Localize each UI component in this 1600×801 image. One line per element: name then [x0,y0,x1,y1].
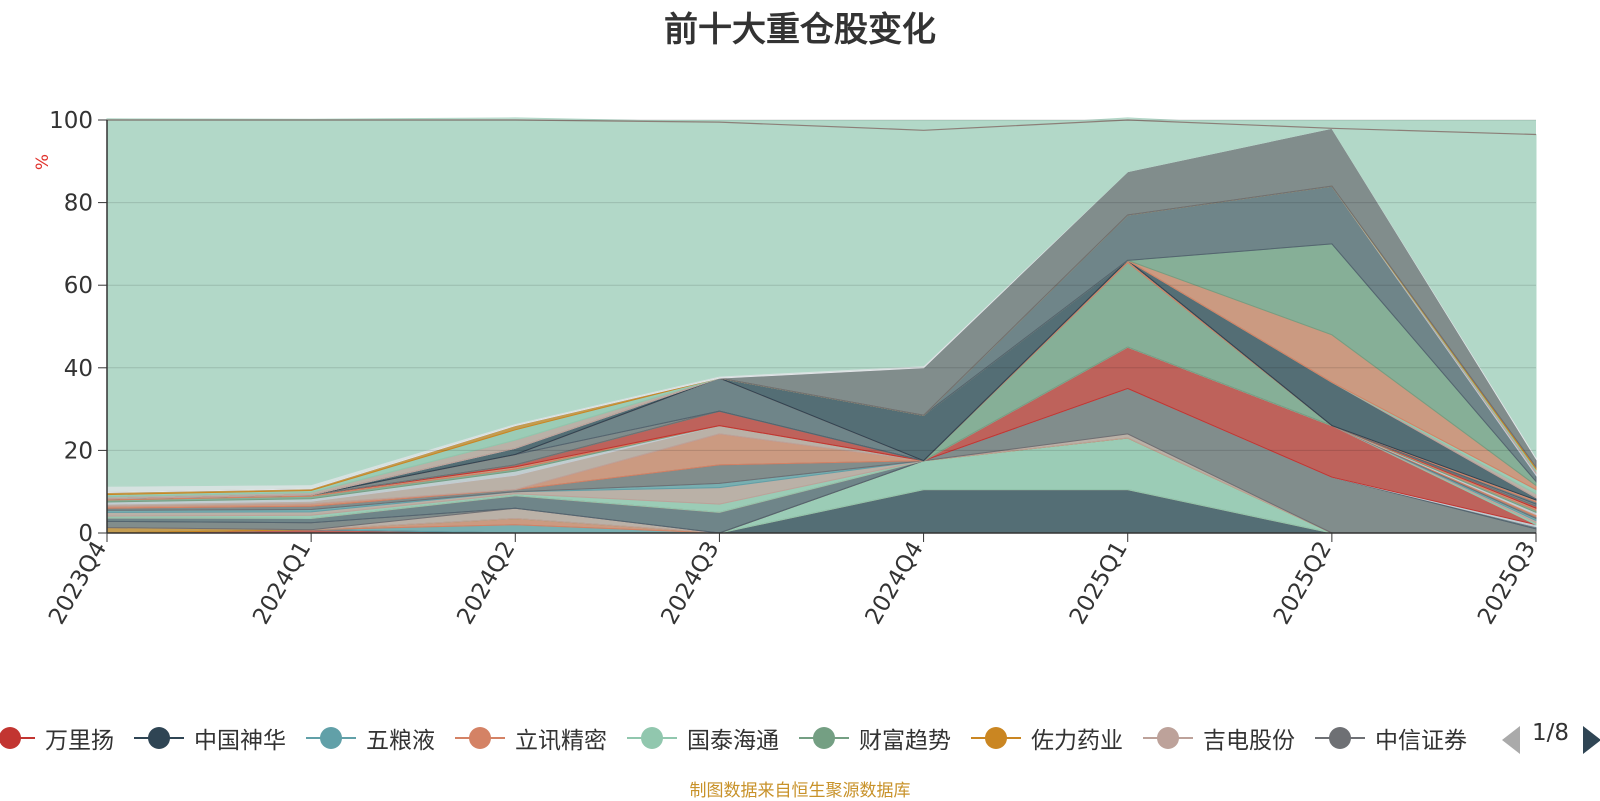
y-tick-label: 0 [78,521,93,547]
chart-canvas: 0 20 40 60 80 100 2023Q4 2024Q1 2024Q2 2024Q3 2024… [33,108,1541,629]
legend-label: 五粮液 [366,728,435,754]
legend-prev-arrow-icon[interactable] [1502,726,1520,754]
source-note: 制图数据来自恒生聚源数据库 [689,781,911,801]
legend-marker-icon [455,726,505,750]
legend-label: 万里扬 [45,728,114,754]
x-tick-label: 2024Q1 [248,537,316,629]
x-tick-label: 2025Q3 [1473,537,1541,629]
legend-label: 立讯精密 [515,728,607,754]
legend-marker-icon [1143,726,1193,750]
legend-item[interactable]: 国泰海通 [627,721,779,755]
y-tick-label: 100 [49,108,93,134]
legend: 万里扬 中国神华 五粮液 立讯精密 国泰海通 财富趋势 佐力药业 吉电股份 中信证券 1/8 [0,716,1600,760]
x-tick-label: 2024Q4 [861,537,929,629]
legend-marker-icon [134,726,184,750]
x-tick-label: 2024Q3 [656,537,724,629]
x-tick-label: 2025Q2 [1269,537,1337,629]
legend-item[interactable]: 佐力药业 [971,721,1123,755]
legend-item[interactable]: 五粮液 [306,721,435,755]
legend-marker-icon [799,726,849,750]
series-areas[interactable] [106,117,1537,534]
legend-marker-icon [1315,726,1365,750]
y-axis-label: % [33,154,53,170]
legend-marker-icon [306,726,356,750]
y-tick-label: 80 [64,191,93,217]
legend-label: 财富趋势 [859,728,951,754]
x-tick-label: 2023Q4 [44,537,112,629]
legend-marker-icon [627,726,677,750]
chart-title: 前十大重仓股变化 [664,10,936,50]
legend-item[interactable]: 立讯精密 [455,721,607,755]
legend-next-arrow-icon[interactable] [1583,726,1600,754]
series-area-40[interactable] [106,117,1537,487]
legend-label: 中国神华 [194,728,286,754]
legend-item[interactable]: 中国神华 [134,721,286,755]
y-tick-label: 40 [64,356,93,382]
legend-viewport: 万里扬 中国神华 五粮液 立讯精密 国泰海通 财富趋势 佐力药业 吉电股份 中信证券 [0,716,1483,760]
total-outline [107,119,1537,136]
legend-label: 中信证券 [1375,728,1467,754]
legend-page-indicator: 1/8 [1532,720,1570,746]
y-tick-label: 60 [64,273,93,299]
legend-item[interactable]: 吉电股份 [1143,721,1295,755]
y-tick-label: 20 [64,438,93,464]
legend-label: 佐力药业 [1031,728,1123,754]
legend-label: 吉电股份 [1203,728,1295,754]
x-tick-label: 2024Q2 [452,537,520,629]
legend-items: 万里扬 中国神华 五粮液 立讯精密 国泰海通 财富趋势 佐力药业 吉电股份 中信证券 [0,716,1483,760]
legend-item[interactable]: 中信证券 [1315,721,1467,755]
legend-label: 国泰海通 [687,728,779,754]
legend-marker-icon [0,726,35,750]
legend-marker-icon [971,726,1021,750]
legend-item[interactable]: 万里扬 [0,721,114,755]
legend-item[interactable]: 财富趋势 [799,721,951,755]
x-tick-label: 2025Q1 [1065,537,1133,629]
